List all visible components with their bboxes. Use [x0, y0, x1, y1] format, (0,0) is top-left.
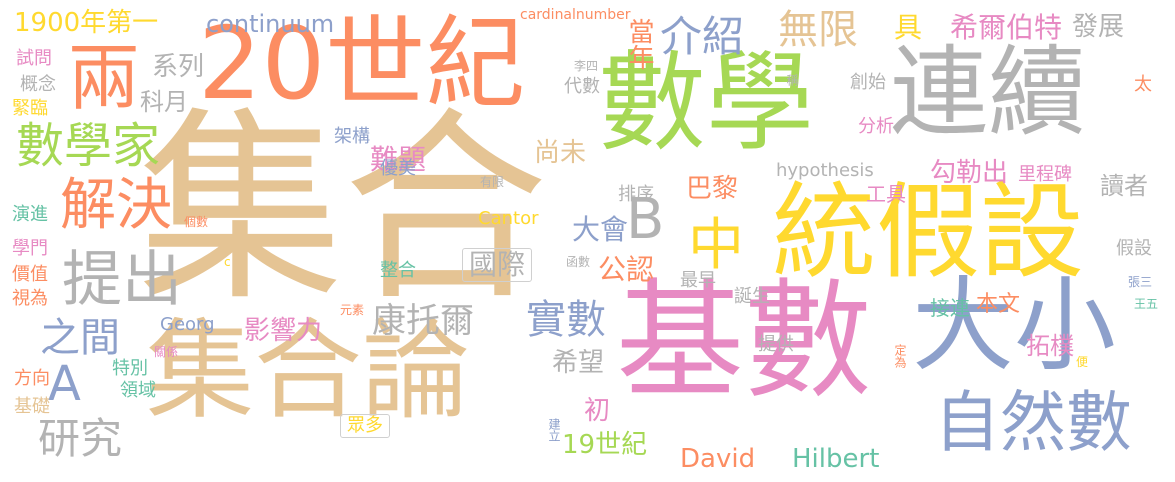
word: 20世紀 — [198, 5, 526, 122]
word: 代數 — [564, 76, 600, 97]
word: 李四 — [574, 59, 599, 73]
word: 特別 — [112, 358, 148, 379]
word: 創始 — [850, 72, 886, 93]
word: 誕生 — [734, 286, 770, 307]
word: 當年 — [624, 18, 654, 70]
word: 本文 — [976, 292, 1021, 317]
word: hypothesis — [776, 160, 874, 181]
word: 提供 — [758, 334, 794, 355]
word: 基數 — [616, 267, 873, 416]
word: Hilbert — [792, 444, 880, 474]
word: 張三 — [1128, 275, 1153, 289]
word: 1900年第一 — [14, 8, 159, 38]
word: 王五 — [1134, 297, 1159, 311]
word: 具 — [894, 11, 923, 44]
word: 方向 — [14, 368, 50, 389]
word: 定為 — [893, 344, 907, 368]
word: 接連 — [930, 296, 970, 320]
word: 之間 — [40, 315, 120, 361]
word: 價值 — [12, 264, 48, 285]
word: c — [224, 255, 231, 269]
word: 便 — [1076, 355, 1089, 369]
word: 最早 — [680, 270, 716, 291]
word: 架構 — [334, 126, 370, 147]
word: 關係 — [154, 345, 179, 359]
word: 解決 — [60, 173, 172, 238]
word: 初 — [584, 396, 611, 426]
word: 康托爾 — [372, 301, 474, 341]
word: 排序 — [618, 184, 654, 205]
word: 稱 — [785, 74, 799, 86]
word: 公認 — [598, 253, 655, 286]
word: 數學 — [598, 41, 815, 166]
word: B — [626, 187, 665, 252]
word: 兩 — [68, 36, 141, 120]
word: 大會 — [572, 213, 629, 246]
word: 元素 — [340, 303, 365, 317]
word: 系列 — [152, 52, 205, 82]
word: 緊臨 — [12, 98, 48, 119]
word: 太 — [1134, 74, 1152, 95]
word: 建立 — [547, 418, 561, 442]
word: 領域 — [120, 380, 156, 401]
word: 連續 — [890, 36, 1087, 150]
word: 集合論 — [146, 309, 471, 434]
word: Cantor — [478, 208, 539, 229]
word: 統假設 — [772, 171, 1085, 293]
word: 里程碑 — [1018, 164, 1072, 185]
word: 科月 — [140, 88, 188, 116]
word: 難題 — [370, 143, 427, 176]
word: 視為 — [12, 288, 48, 309]
word: 假設 — [1116, 238, 1152, 259]
word: 提出 — [62, 245, 182, 315]
word: 實數 — [526, 297, 606, 343]
word: 大小 — [912, 267, 1116, 386]
word: 集合 — [138, 91, 548, 329]
word: 整合 — [380, 260, 416, 281]
word: 個數 — [184, 215, 209, 229]
word: 研究 — [38, 414, 123, 463]
word: 學門 — [12, 238, 48, 259]
word: Georg — [160, 314, 215, 335]
word: 影響力 — [244, 316, 323, 346]
word: 介紹 — [660, 12, 745, 61]
word: 試問 — [16, 48, 52, 69]
word: 尚未 — [534, 138, 587, 168]
word: continuum — [206, 10, 335, 38]
word: 數學家 — [16, 118, 161, 174]
word: 巴黎 — [686, 174, 739, 204]
word: 分析 — [858, 116, 894, 137]
word: 概念 — [20, 74, 56, 95]
word: 讀者 — [1100, 172, 1148, 200]
word: 希爾伯特 — [950, 11, 1063, 44]
word: 希望 — [552, 348, 605, 378]
word: 19世紀 — [562, 430, 648, 460]
word: 拓樸 — [1026, 332, 1074, 360]
word: A — [48, 356, 81, 412]
word: 工具 — [866, 182, 906, 206]
word: 國際 — [462, 248, 533, 282]
word: 眾多 — [340, 414, 390, 438]
word: 發展 — [1072, 12, 1125, 42]
word: cardinalnumber — [520, 7, 631, 23]
word: 無限 — [778, 7, 858, 53]
word: David — [680, 444, 756, 474]
word: 自然數 — [934, 384, 1132, 461]
word: 中 — [688, 213, 744, 278]
word: 有限 — [480, 175, 505, 189]
word: 勾勒出 — [930, 158, 1009, 188]
word: 函數 — [566, 255, 591, 269]
word: 優美 — [380, 158, 416, 179]
word: 演進 — [12, 204, 48, 225]
word: 基礎 — [14, 396, 50, 417]
